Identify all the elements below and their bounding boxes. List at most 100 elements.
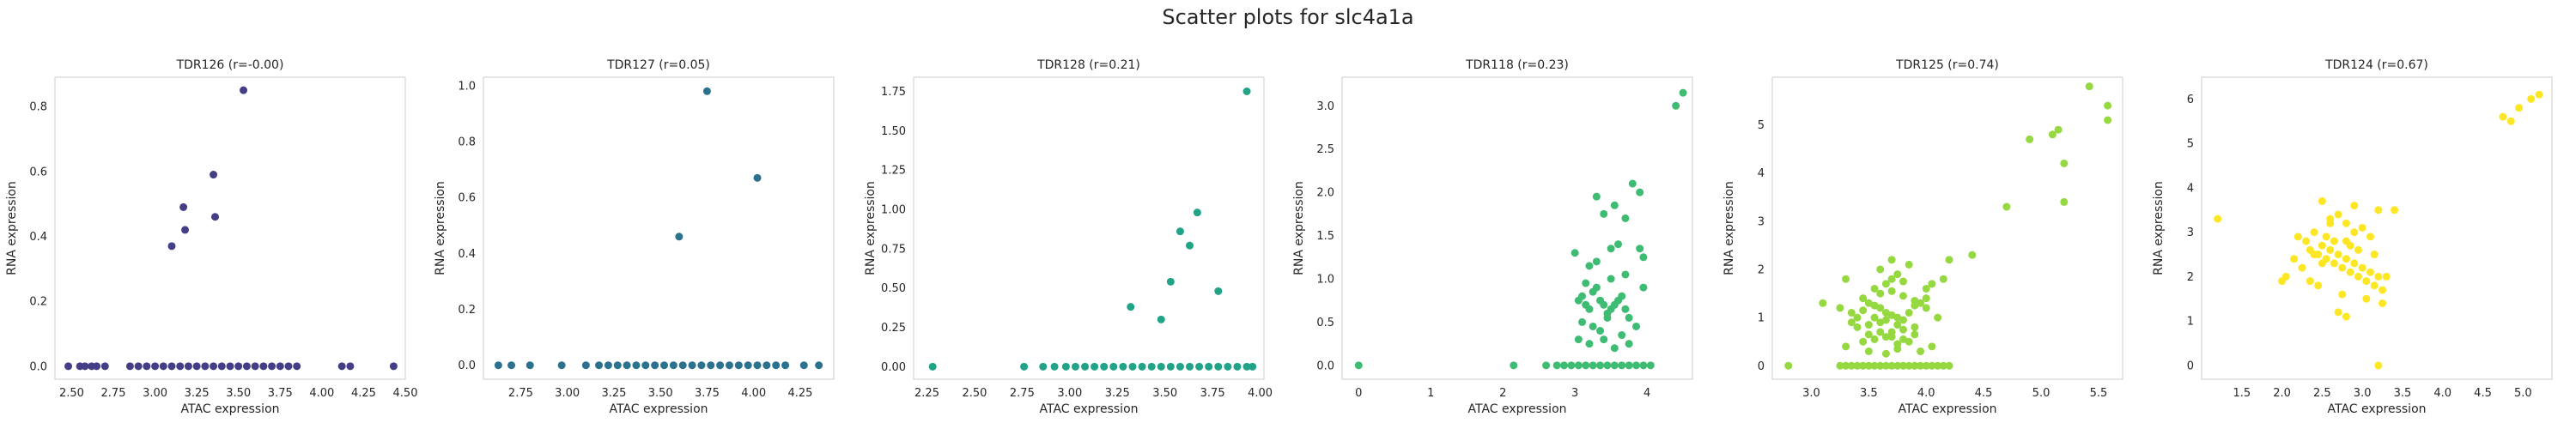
scatter-point [1632, 361, 1641, 370]
scatter-point [744, 361, 752, 370]
scatter-panel: TDR124 (r=0.67) 1.5 2.0 2.5 3.0 3.5 4.0 4.5 5.0 0… [2152, 58, 2553, 416]
x-tick-label: 3.00 [555, 387, 580, 400]
scatter-point [251, 362, 259, 371]
scatter-point [494, 361, 502, 370]
scatter-point [1618, 331, 1626, 340]
scatter-point [613, 361, 622, 370]
scatter-point [1945, 256, 1953, 264]
x-tick-label: 4.0 [1917, 387, 1935, 400]
y-axis-label: RNA expression [2152, 181, 2166, 275]
scatter-point [1870, 335, 1879, 343]
x-tick-label: 3.25 [185, 387, 210, 400]
scatter-point [1625, 313, 1633, 322]
scatter-point [2350, 259, 2359, 268]
scatter-point [1138, 362, 1146, 371]
y-tick-label: 0 [1758, 360, 1765, 373]
scatter-point [1899, 335, 1907, 343]
scatter-point [2366, 233, 2375, 241]
scatter-point [2278, 277, 2287, 286]
scatter-point [1639, 361, 1648, 370]
scatter-point [2382, 272, 2391, 281]
scatter-point [1186, 241, 1194, 250]
y-tick-label: 0 [2187, 360, 2194, 372]
scatter-point [2026, 135, 2034, 143]
scatter-point [1853, 361, 1862, 370]
scatter-point [2354, 245, 2362, 254]
scatter-point [242, 362, 251, 371]
scatter-point [678, 361, 687, 370]
x-tick-label: 3.50 [1152, 387, 1177, 400]
scatter-point [2104, 101, 2112, 110]
scatter-point [1859, 361, 1868, 370]
scatter-point [660, 361, 669, 370]
y-tick-label: 0.4 [29, 231, 47, 244]
x-tick-label: 3.75 [1200, 387, 1225, 400]
scatter-point [1603, 361, 1612, 370]
scatter-point [1600, 335, 1608, 344]
scatter-point [1618, 361, 1626, 370]
scatter-point [293, 362, 301, 371]
scatter-point [1859, 306, 1868, 315]
y-tick-label: 1.75 [881, 86, 906, 99]
x-tick-label: 2.75 [1010, 387, 1035, 400]
scatter-point [1618, 292, 1626, 300]
scatter-point [143, 362, 151, 371]
scatter-point [134, 362, 143, 371]
panel-title: TDR126 (r=-0.00) [176, 58, 284, 72]
panel-title: TDR118 (r=0.23) [1465, 58, 1569, 72]
y-axis-label: RNA expression [1722, 181, 1736, 275]
panel-title: TDR124 (r=0.67) [2324, 58, 2428, 72]
scatter-point [1864, 321, 1873, 329]
x-tick-label: 4.50 [393, 387, 418, 400]
scatter-point [1600, 209, 1608, 218]
scatter-point [1847, 309, 1856, 317]
y-tick-label: 1 [1758, 312, 1765, 325]
scatter-point [1585, 305, 1594, 313]
scatter-point [1625, 361, 1633, 370]
scatter-point [1214, 287, 1223, 295]
scatter-point [2306, 277, 2314, 286]
x-tick-label: 2.50 [59, 387, 84, 400]
scatter-point [2342, 255, 2350, 263]
x-tick-label: 4.5 [1975, 387, 1993, 400]
scatter-point [734, 361, 743, 370]
scatter-point [1784, 361, 1793, 370]
scatter-point [1636, 245, 1644, 253]
scatter-point [201, 362, 210, 371]
scatter-point [240, 86, 248, 94]
scatter-point [1585, 340, 1594, 348]
scatter-point [1610, 201, 1619, 209]
scatter-point [1224, 362, 1232, 371]
scatter-point [2379, 299, 2387, 307]
scatter-point [1893, 345, 1902, 353]
scatter-point [2506, 117, 2515, 125]
scatter-point [2350, 228, 2359, 237]
y-tick-label: 5 [1758, 119, 1765, 132]
scatter-point [2334, 308, 2342, 317]
scatter-point [1186, 362, 1194, 371]
x-tick-label: 2.50 [962, 387, 987, 400]
scatter-point [1870, 361, 1879, 370]
scatter-point [581, 361, 590, 370]
y-tick-label: 0.6 [29, 166, 47, 178]
scatter-point [753, 173, 762, 182]
scatter-point [1061, 362, 1070, 371]
scatter-point [268, 362, 276, 371]
y-tick-label: 2.0 [1316, 187, 1334, 200]
scatter-point [1928, 342, 1936, 351]
scatter-point [557, 361, 566, 370]
scatter-point [2060, 159, 2069, 167]
scatter-point [2370, 281, 2379, 290]
scatter-point [2326, 219, 2335, 227]
scatter-point [2379, 286, 2387, 294]
scatter-point [2358, 263, 2366, 272]
scatter-point [2527, 94, 2536, 103]
y-tick-label: 0.2 [29, 296, 47, 309]
scatter-point [1574, 361, 1583, 370]
scatter-point [284, 362, 293, 371]
y-tick-label: 2.5 [1316, 143, 1334, 156]
scatter-point [1205, 362, 1213, 371]
scatter-point [2535, 90, 2543, 99]
x-tick-label: 3.75 [268, 387, 293, 400]
